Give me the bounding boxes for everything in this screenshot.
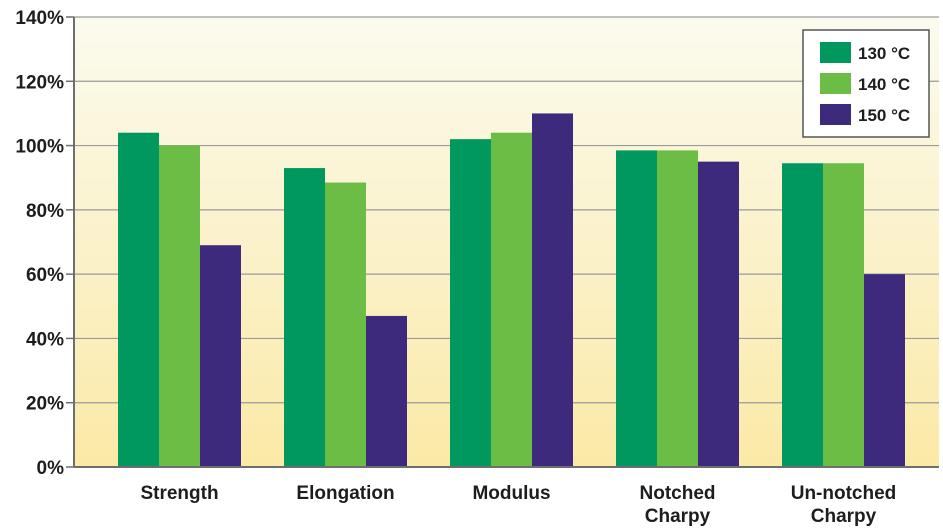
y-tick-labels: 0% 20% 40% 60% 80% 100% 120% 140% <box>15 8 64 479</box>
legend: 130 °C 140 °C 150 °C <box>802 29 930 138</box>
bar <box>657 150 698 467</box>
legend-swatch <box>820 73 851 94</box>
x-tick-label: Elongation <box>296 483 394 504</box>
y-tick-label: 0% <box>37 458 65 479</box>
bar <box>864 274 905 467</box>
bar <box>118 132 159 467</box>
legend-swatch <box>820 42 851 63</box>
x-tick-label: Notched <box>640 483 716 504</box>
x-tick-labels: Strength Elongation Modulus NotchedCharpyUn… <box>140 483 896 527</box>
bar <box>200 245 241 467</box>
x-tick-label: Charpy <box>811 506 877 527</box>
bar <box>366 315 407 467</box>
bar <box>284 168 325 468</box>
bar <box>325 182 366 468</box>
bar <box>450 139 491 467</box>
bar <box>532 113 573 467</box>
y-tick-label: 140% <box>15 8 64 29</box>
y-tick-label: 100% <box>15 137 64 158</box>
axes <box>66 16 939 468</box>
legend-label: 130 °C <box>858 44 910 63</box>
legend-swatch <box>820 104 851 125</box>
bar <box>616 150 657 467</box>
x-tick-label: Modulus <box>472 483 550 504</box>
bar <box>823 163 864 467</box>
legend-label: 150 °C <box>858 106 910 125</box>
y-tick-label: 40% <box>26 329 64 350</box>
bar <box>698 161 739 467</box>
bars <box>118 113 905 468</box>
bar <box>491 132 532 467</box>
x-tick-label: Un-notched <box>791 483 897 504</box>
legend-label: 140 °C <box>858 75 910 94</box>
bar <box>159 145 200 468</box>
x-tick-label: Strength <box>140 483 218 504</box>
y-tick-label: 120% <box>15 72 64 93</box>
y-tick-label: 60% <box>26 265 64 286</box>
y-tick-label: 20% <box>26 394 64 415</box>
y-tick-label: 80% <box>26 201 64 222</box>
bar <box>782 163 823 467</box>
x-tick-label: Charpy <box>645 506 711 527</box>
